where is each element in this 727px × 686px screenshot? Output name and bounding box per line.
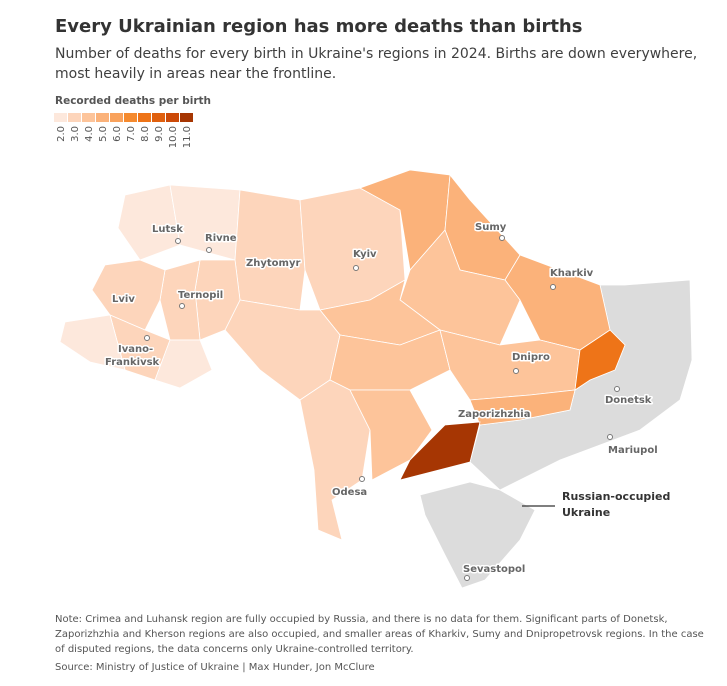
city-label: Mariupol [608, 445, 658, 456]
legend-swatch [110, 113, 123, 122]
city-label: Kharkiv [550, 268, 594, 279]
city-label: Zaporizhzhia [458, 409, 530, 420]
legend-swatch [82, 113, 95, 122]
legend-title: Recorded deaths per birth [55, 95, 212, 107]
city-marker [359, 476, 365, 482]
city-marker [513, 368, 519, 374]
occupied-label-line1: Russian-occupied [562, 490, 670, 503]
region-zakarpattia[interactable] [59, 314, 126, 371]
city-marker [353, 265, 359, 271]
city-marker [614, 386, 620, 392]
city-label: Ivano- [118, 344, 153, 355]
footnote: Note: Crimea and Luhansk region are full… [55, 614, 704, 655]
chart-subtitle: Number of deaths for every birth in Ukra… [55, 46, 698, 82]
city-marker [550, 284, 556, 290]
city-marker [464, 575, 470, 581]
city-marker [179, 303, 185, 309]
city-label: Donetsk [605, 395, 652, 406]
city-marker [607, 434, 613, 440]
region-donetsk[interactable] [574, 329, 626, 391]
legend-swatch [54, 113, 67, 122]
city-label: Frankivsk [105, 357, 160, 368]
region-zhytomyr[interactable] [234, 189, 306, 311]
city-marker [499, 235, 505, 241]
city-label: Kyiv [353, 249, 377, 260]
occupied-label-line2: Ukraine [562, 506, 610, 519]
city-label: Lviv [112, 294, 135, 305]
legend-swatch [68, 113, 81, 122]
region-zaporizhzhia[interactable] [469, 389, 576, 426]
city-marker [175, 238, 181, 244]
city-label: Zhytomyr [246, 258, 300, 269]
source-credit: Source: Ministry of Justice of Ukraine |… [55, 662, 375, 673]
region-lviv[interactable] [91, 259, 166, 331]
city-marker [206, 247, 212, 253]
city-marker [144, 335, 150, 341]
legend-scale [54, 113, 194, 122]
legend-swatch [138, 113, 151, 122]
legend-swatch [96, 113, 109, 122]
city-label: Ternopil [178, 290, 223, 301]
city-label: Rivne [205, 233, 237, 244]
city-label: Sumy [475, 222, 507, 233]
region-crimea[interactable] [419, 481, 536, 589]
chart-title: Every Ukrainian region has more deaths t… [55, 16, 583, 37]
legend-swatch [152, 113, 165, 122]
region-chernivtsi[interactable] [154, 339, 213, 389]
city-label: Lutsk [152, 224, 183, 235]
region-odesa[interactable] [299, 379, 371, 541]
legend-swatch [166, 113, 179, 122]
city-label: Odesa [332, 487, 367, 498]
region-kherson[interactable] [399, 421, 481, 481]
city-label: Dnipro [512, 352, 550, 363]
region-rivne[interactable] [169, 184, 241, 261]
legend-swatch [124, 113, 137, 122]
city-label: Sevastopol [463, 564, 525, 575]
region-volyn[interactable] [117, 184, 181, 261]
legend-swatch [180, 113, 193, 122]
